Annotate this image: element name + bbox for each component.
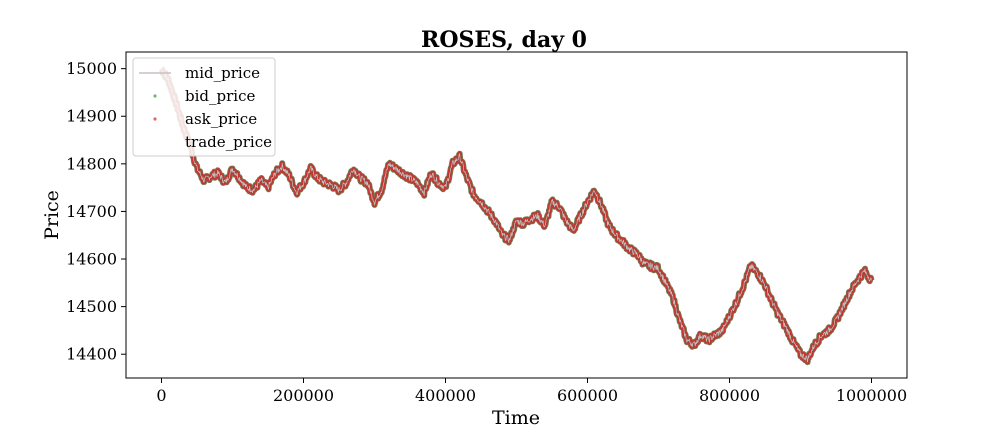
y-tick-label: 14700 [66, 202, 117, 221]
legend-label: ask_price [185, 110, 257, 128]
legend-box [132, 57, 276, 157]
x-axis: 0 200000 400000 600000 800000 1000000 [156, 378, 907, 405]
y-axis-label: Price [41, 190, 63, 240]
y-tick-label: 15000 [66, 59, 117, 78]
chart-title: ROSES, day 0 [421, 27, 587, 53]
x-tick-label: 1000000 [836, 386, 907, 405]
x-tick-label: 400000 [415, 386, 476, 405]
x-tick-label: 200000 [273, 386, 334, 405]
y-tick-label: 14900 [66, 107, 117, 126]
y-tick-label: 14400 [66, 345, 117, 364]
y-axis: 14400 14500 14600 14700 14800 14900 15000 [66, 59, 126, 364]
legend-swatch [153, 94, 157, 98]
legend-label: bid_price [185, 87, 255, 105]
x-tick-label: 0 [156, 386, 166, 405]
legend-label: mid_price [185, 64, 260, 82]
y-tick-label: 14800 [66, 154, 117, 173]
x-tick-label: 600000 [557, 386, 618, 405]
y-tick-label: 14500 [66, 297, 117, 316]
mid-price-series [161, 68, 872, 363]
y-tick-label: 14600 [66, 250, 117, 269]
plot-area [159, 66, 875, 366]
legend-label: trade_price [185, 133, 272, 151]
legend-swatch [153, 117, 157, 121]
plot-frame [125, 51, 908, 379]
x-tick-label: 800000 [699, 386, 760, 405]
legend: mid_price bid_price ask_price trade_price [132, 57, 276, 157]
x-axis-label: Time [492, 407, 540, 429]
